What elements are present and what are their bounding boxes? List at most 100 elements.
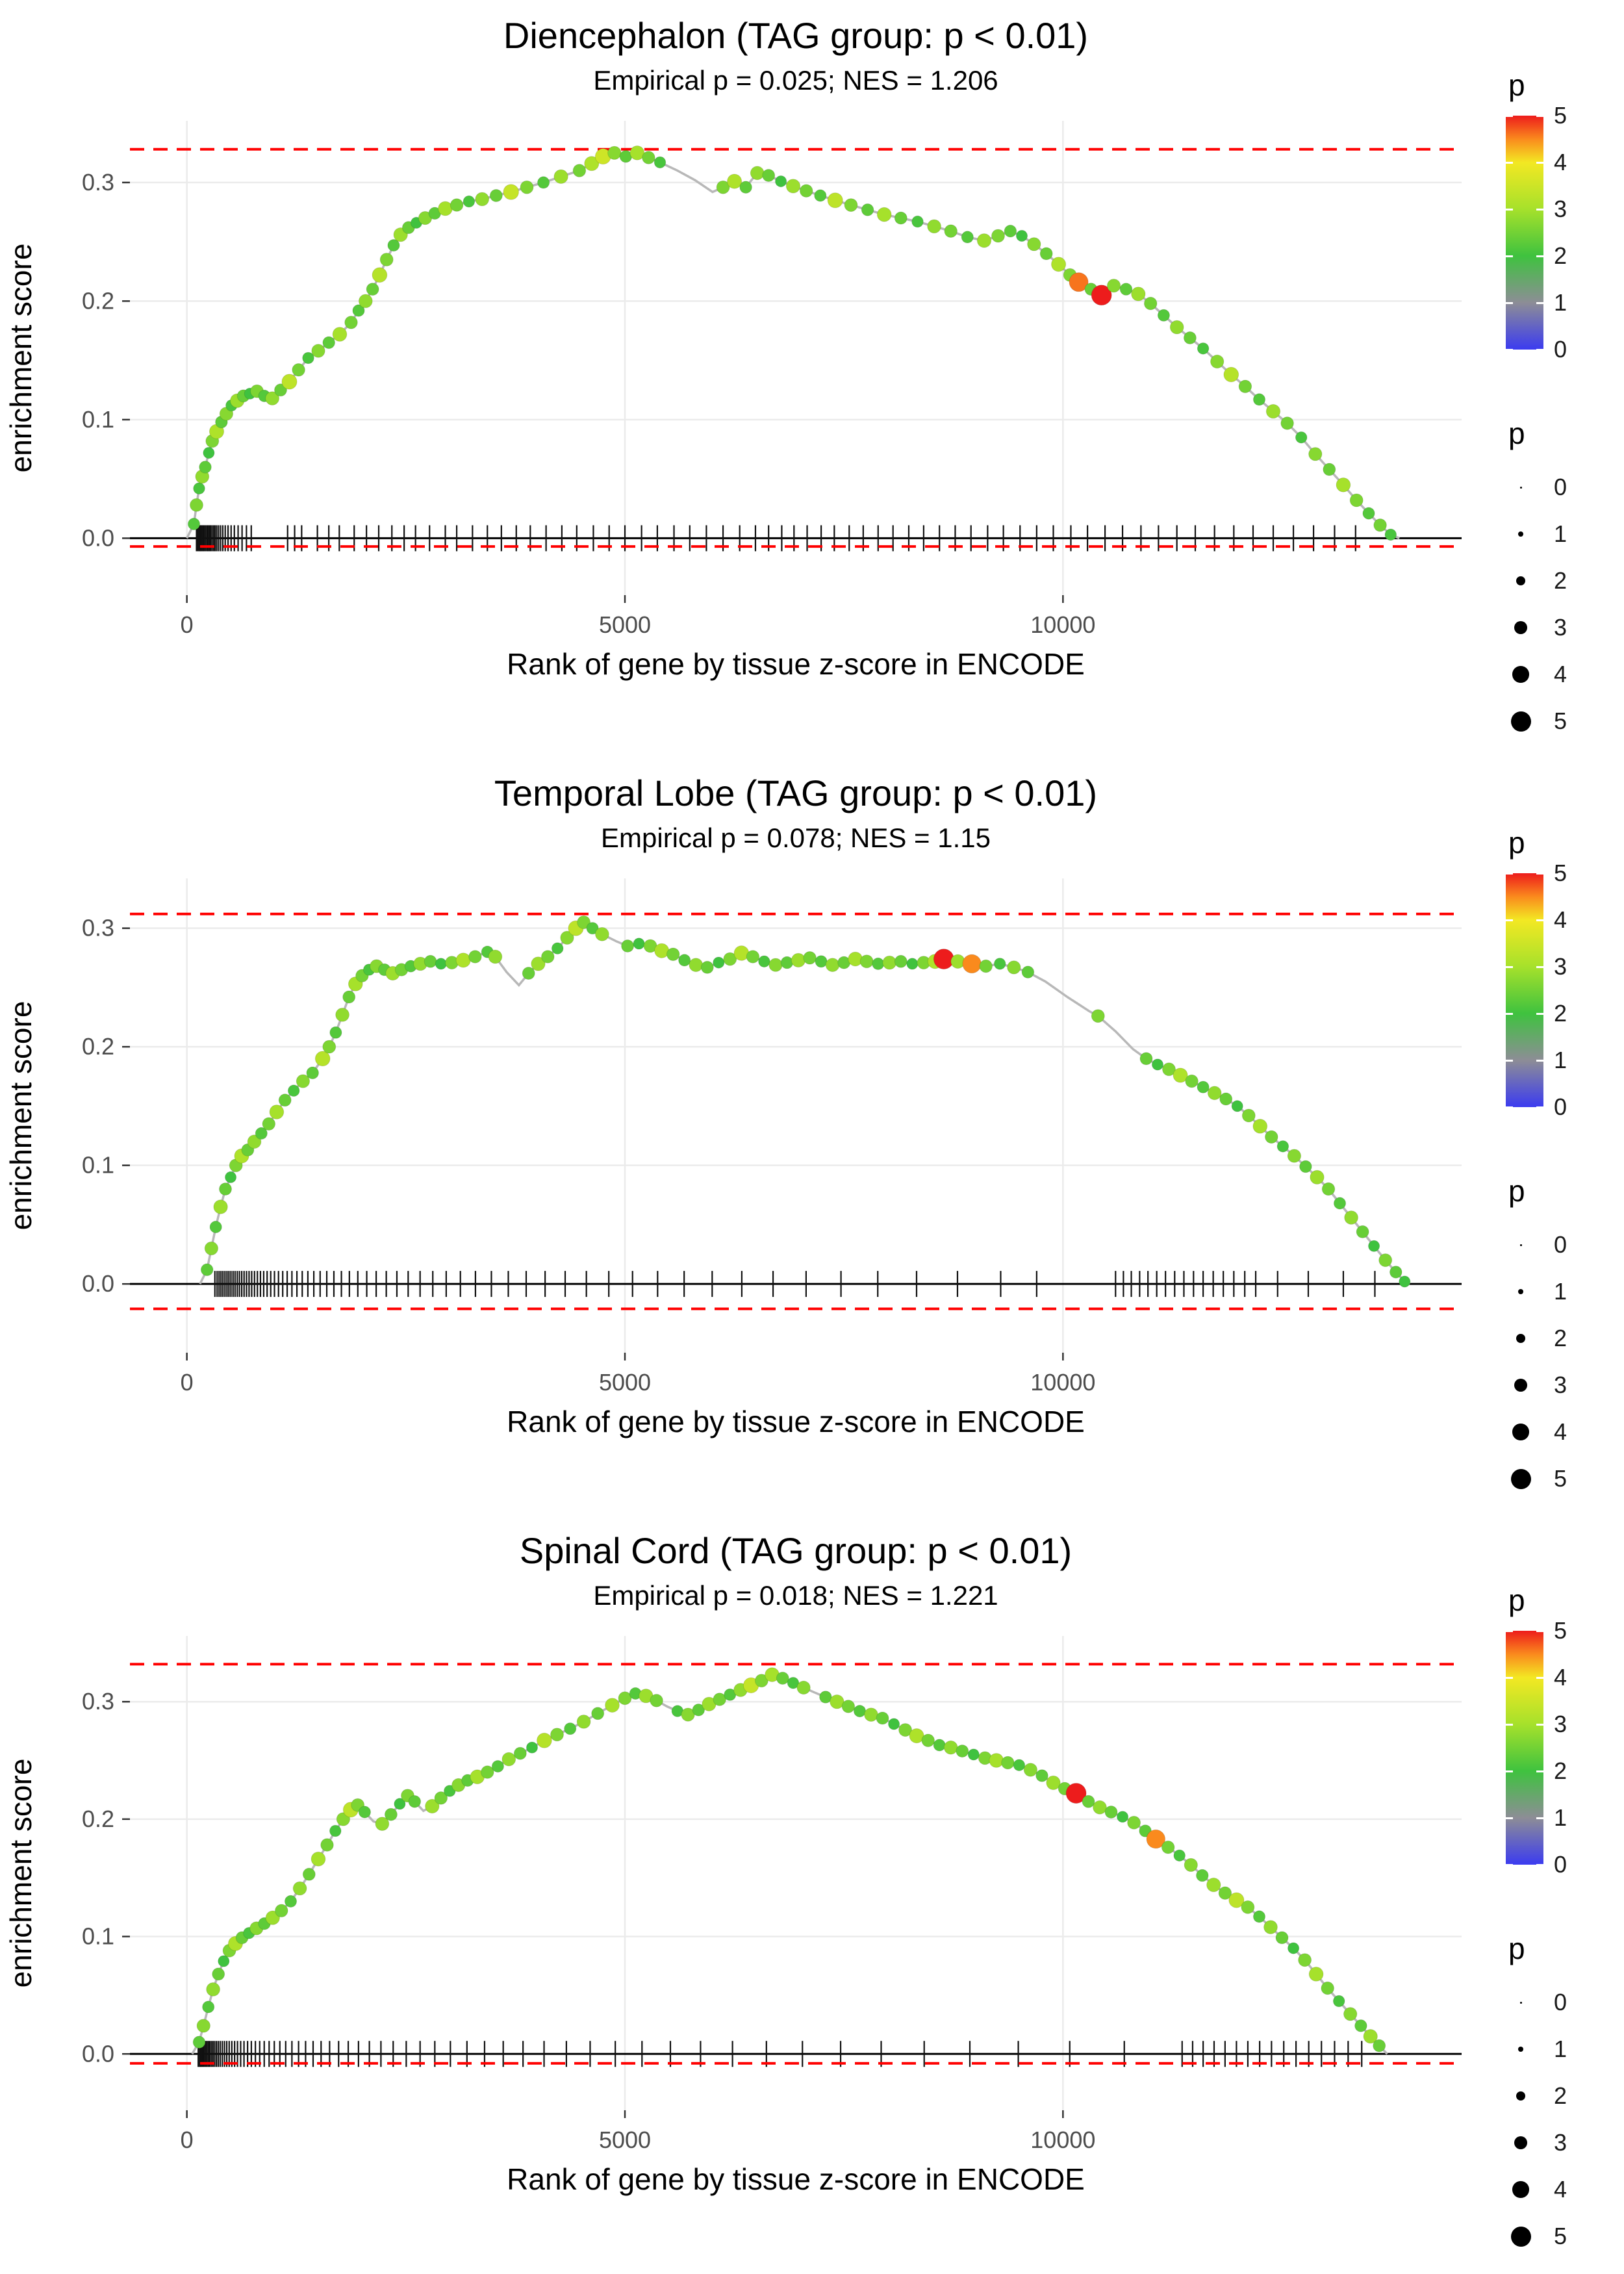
x-tick-label: 5000: [599, 1369, 651, 1396]
colorbar-tick: [1536, 116, 1543, 117]
gene-point: [425, 1798, 440, 1814]
size-legend-title: p: [1508, 416, 1525, 450]
gene-point: [501, 1752, 516, 1767]
gene-point: [1368, 1240, 1380, 1252]
colorbar-tick: [1506, 1863, 1513, 1865]
colorbar-tick-label: 1: [1554, 289, 1567, 316]
colorbar: [1506, 1631, 1543, 1865]
colorbar-tick: [1536, 1863, 1543, 1865]
size-legend-row: 2: [1506, 1315, 1567, 1362]
colorbar-tick-label: 1: [1554, 1804, 1567, 1831]
size-legend-row: 3: [1506, 1362, 1567, 1409]
colorbar-labels: 0 1 2 3 4 5: [1554, 1618, 1606, 1878]
colorbar-tick-label: 4: [1554, 1664, 1567, 1691]
gene-point: [700, 960, 714, 974]
gene-point: [1287, 1149, 1302, 1163]
y-tick-label: 0.2: [82, 1806, 114, 1832]
gene-point: [526, 1741, 539, 1754]
gene-point: [572, 164, 587, 177]
size-legend-label: 4: [1554, 1418, 1567, 1445]
gene-point: [1027, 237, 1041, 251]
gene-point: [785, 179, 801, 194]
gene-point: [202, 2000, 215, 2013]
gene-point: [1146, 1829, 1166, 1849]
gene-point: [876, 1711, 889, 1725]
gene-point: [1139, 1052, 1153, 1066]
panel-diencephalon: Diencephalon (TAG group: p < 0.01) Empir…: [0, 0, 1624, 758]
size-legend-rows: 0 1 2 3 4 5: [1506, 464, 1567, 745]
gene-point: [1299, 1160, 1312, 1173]
gene-point: [292, 363, 305, 377]
gene-point: [213, 1199, 228, 1214]
colorbar-tick: [1506, 1106, 1513, 1107]
colorbar-tick-label: 5: [1554, 1617, 1567, 1644]
gene-point: [894, 954, 907, 968]
gene-point: [1183, 331, 1197, 344]
size-legend-dot: [1519, 1244, 1522, 1246]
gene-point: [1065, 1783, 1087, 1804]
gene-point: [1184, 1858, 1199, 1872]
gene-point: [1295, 431, 1308, 444]
size-legend-label: 2: [1554, 1325, 1567, 1351]
gene-point: [921, 1733, 935, 1748]
gene-point: [796, 1680, 811, 1695]
gene-point: [1197, 342, 1210, 355]
colorbar-tick: [1506, 348, 1513, 350]
gene-point: [825, 958, 840, 973]
size-legend-dot: [1519, 486, 1522, 489]
gene-point: [1228, 1892, 1245, 1908]
y-tick-label: 0.3: [82, 1688, 114, 1715]
gene-point: [844, 198, 858, 212]
colorbar-tick: [1536, 348, 1543, 350]
gene-point: [775, 175, 787, 188]
colorbar-tick: [1506, 1631, 1513, 1632]
gene-point: [591, 1707, 605, 1720]
color-legend: p 0 1 2 3 4 5: [1506, 825, 1567, 1120]
gene-point: [814, 189, 827, 202]
gene-point: [366, 283, 379, 296]
gene-point: [577, 915, 591, 929]
y-axis-title: enrichment score: [4, 1001, 38, 1231]
gene-point: [713, 956, 725, 969]
gene-point: [1206, 1877, 1221, 1893]
size-legend: p 0 1 2 3 4 5: [1506, 1173, 1567, 1502]
y-tick-label: 0.0: [82, 1270, 114, 1297]
gene-point: [1046, 1775, 1061, 1791]
gene-point: [187, 517, 201, 531]
gene-point: [750, 166, 765, 181]
gene-point: [1265, 1130, 1278, 1144]
enrichment-curve: [191, 1673, 1388, 2055]
gene-point: [206, 1982, 221, 1997]
gene-point: [541, 950, 555, 964]
gene-point: [967, 1748, 980, 1761]
gene-point: [1344, 1210, 1359, 1225]
colorbar-tick-label: 2: [1554, 242, 1567, 269]
gene-point: [1378, 1253, 1393, 1268]
size-legend-label: 1: [1554, 1278, 1567, 1305]
gene-point: [522, 967, 535, 980]
x-tick-label: 5000: [599, 2127, 651, 2153]
size-legend-dot: [1514, 2136, 1527, 2149]
gene-point: [861, 203, 874, 216]
gene-point: [262, 1117, 276, 1131]
y-tick-label: 0.2: [82, 1033, 114, 1060]
gene-point: [576, 1715, 591, 1729]
y-axis-title: enrichment score: [4, 1759, 38, 1988]
gene-point: [265, 1910, 280, 1925]
gene-point: [212, 1967, 225, 1981]
gene-point: [1223, 366, 1239, 383]
colorbar-tick-label: 2: [1554, 1000, 1567, 1027]
gene-point: [872, 957, 885, 970]
gene-point: [605, 1698, 620, 1713]
y-tick-label: 0.2: [82, 287, 114, 314]
gene-point: [746, 950, 760, 964]
size-legend-dot: [1517, 2046, 1524, 2052]
colorbar-tick: [1506, 1676, 1513, 1679]
color-legend: p 0 1 2 3 4 5: [1506, 68, 1567, 363]
gene-point: [275, 1904, 288, 1918]
gene-point: [1001, 1756, 1015, 1770]
gene-point: [1143, 296, 1158, 311]
size-legend-label: 0: [1554, 474, 1567, 500]
gene-point: [1013, 1759, 1026, 1772]
size-legend-dot: [1512, 2181, 1529, 2198]
